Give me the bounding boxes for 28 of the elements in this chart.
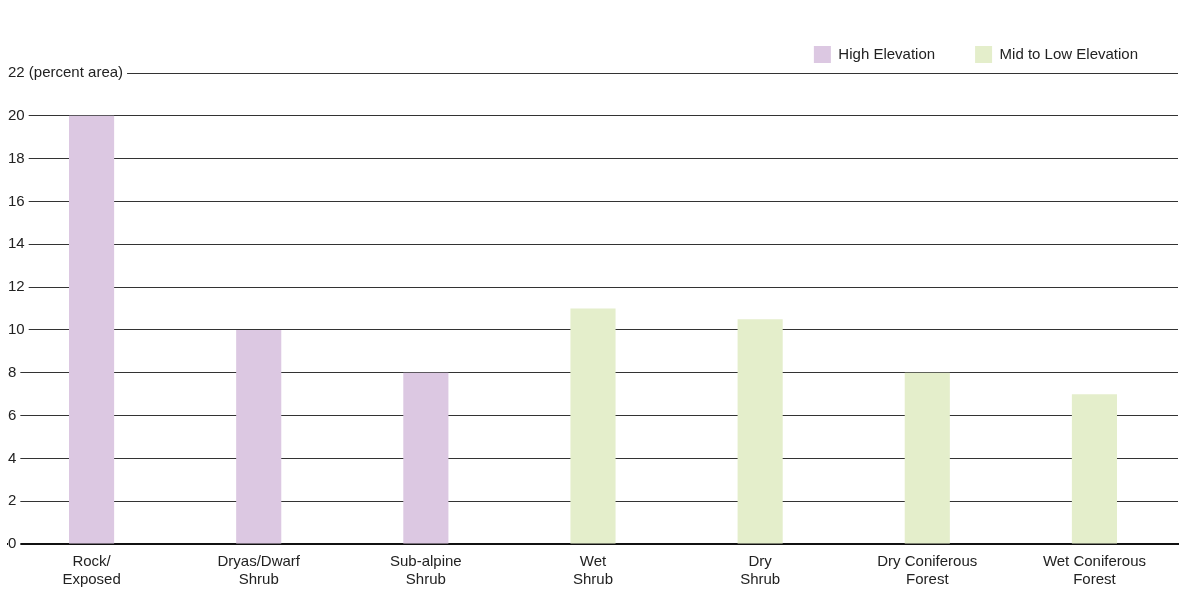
y-tick-label: 20 xyxy=(8,105,25,123)
x-tick-label: Wet Coniferous Forest xyxy=(1042,552,1146,588)
y-tick-label: 18 xyxy=(8,148,25,166)
x-tick-label: Dry Shrub xyxy=(740,552,781,588)
bar xyxy=(570,308,616,544)
legend-label: High Elevation xyxy=(838,44,936,62)
y-tick-label: 10 xyxy=(8,320,25,338)
y-tick-label: 6 xyxy=(8,405,17,423)
y-tick-label: 16 xyxy=(8,191,25,209)
bar xyxy=(69,115,115,544)
y-tick-label: 8 xyxy=(8,362,17,380)
x-tick-label: Wet Shrub xyxy=(572,552,614,588)
y-tick-label: 12 xyxy=(8,277,25,295)
bar xyxy=(403,372,449,544)
y-tick-label: 14 xyxy=(8,234,25,252)
bar xyxy=(236,329,282,544)
y-tick-label: 22 (percent area) xyxy=(8,63,124,81)
y-tick-label: 2 xyxy=(8,491,17,509)
y-tick-label: 4 xyxy=(8,448,17,466)
y-tick-label: 0 xyxy=(8,534,17,552)
bar xyxy=(904,372,950,544)
x-tick-label: Rock/ Exposed xyxy=(62,552,121,588)
x-tick-label: Sub-alpine Shrub xyxy=(390,552,462,588)
x-tick-label: Dryas/Dwarf Shrub xyxy=(217,552,301,588)
bar xyxy=(737,319,783,544)
x-tick-label: Dry Coniferous Forest xyxy=(877,552,978,588)
bar xyxy=(1071,394,1117,544)
legend-label: Mid to Low Elevation xyxy=(999,44,1138,62)
